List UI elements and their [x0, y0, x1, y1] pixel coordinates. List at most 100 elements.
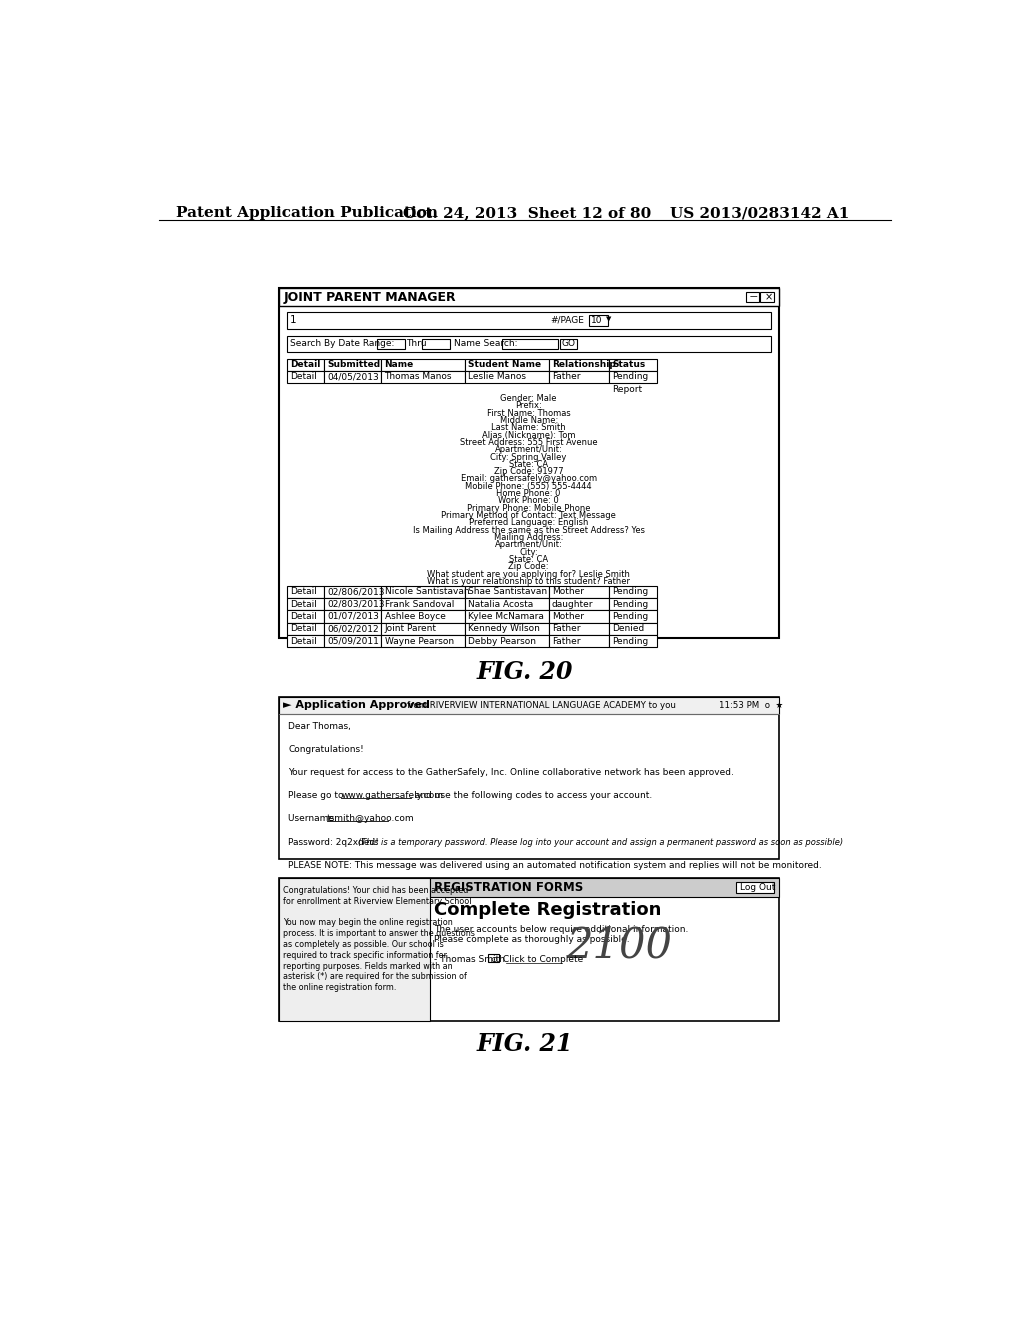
Text: Pending: Pending: [612, 599, 648, 609]
Text: Mobile Phone: (555) 555-4444: Mobile Phone: (555) 555-4444: [465, 482, 592, 491]
Text: Father: Father: [552, 624, 581, 634]
Text: Apartment/Unit:: Apartment/Unit:: [495, 445, 562, 454]
Bar: [736, 882, 773, 892]
Bar: [324, 586, 381, 598]
Bar: [465, 371, 549, 383]
Text: Street Address: 555 First Avenue: Street Address: 555 First Avenue: [460, 438, 597, 447]
Bar: [280, 878, 430, 1020]
Text: Name Search:: Name Search:: [454, 339, 517, 347]
Text: Pending: Pending: [612, 372, 648, 381]
Text: Detail: Detail: [290, 636, 316, 645]
Bar: [377, 339, 404, 350]
Text: Complete Registration: Complete Registration: [434, 902, 662, 920]
Text: ×: ×: [764, 293, 772, 302]
Bar: [287, 313, 771, 330]
Text: Mother: Mother: [552, 587, 584, 597]
Text: Home Phone: 0: Home Phone: 0: [497, 490, 561, 498]
Bar: [381, 359, 465, 371]
Text: FIG. 21: FIG. 21: [476, 1032, 573, 1056]
Text: Is Mailing Address the same as the Street Address? Yes: Is Mailing Address the same as the Stree…: [413, 525, 645, 535]
Text: Mother: Mother: [552, 612, 584, 620]
Text: Detail: Detail: [290, 612, 316, 620]
Bar: [746, 292, 759, 302]
Text: 02/803/2013: 02/803/2013: [328, 599, 385, 609]
Text: the online registration form.: the online registration form.: [283, 983, 396, 993]
Text: Click to Complete: Click to Complete: [500, 956, 584, 965]
Text: Nicole Santistavan: Nicole Santistavan: [385, 587, 469, 597]
Text: Please go to: Please go to: [289, 792, 347, 800]
Bar: [287, 610, 324, 623]
Text: 11:53 PM  o  ★: 11:53 PM o ★: [719, 701, 782, 710]
Text: Detail: Detail: [290, 587, 316, 597]
Text: Shae Santistavan: Shae Santistavan: [468, 587, 548, 597]
Bar: [465, 635, 549, 647]
Text: PLEASE NOTE: This message was delivered using an automated notification system a: PLEASE NOTE: This message was delivered …: [289, 861, 822, 870]
Bar: [465, 623, 549, 635]
Text: 2100: 2100: [566, 924, 672, 966]
Bar: [609, 598, 657, 610]
Text: City: Spring Valley: City: Spring Valley: [490, 453, 567, 462]
Text: Status: Status: [612, 360, 645, 370]
Bar: [422, 339, 450, 350]
Bar: [465, 598, 549, 610]
Bar: [280, 878, 779, 1020]
Text: Patent Application Publication: Patent Application Publication: [176, 206, 438, 220]
Text: Zip Code:: Zip Code:: [509, 562, 549, 572]
Bar: [287, 359, 324, 371]
Text: Work Phone: 0: Work Phone: 0: [499, 496, 559, 506]
Text: Kylee McNamara: Kylee McNamara: [468, 612, 544, 620]
Text: Natalia Acosta: Natalia Acosta: [468, 599, 534, 609]
Bar: [280, 288, 779, 638]
Bar: [609, 610, 657, 623]
Text: What student are you applying for? Leslie Smith: What student are you applying for? Lesli…: [427, 570, 630, 578]
Text: You now may begin the online registration: You now may begin the online registratio…: [283, 919, 453, 928]
Bar: [287, 623, 324, 635]
Bar: [549, 610, 609, 623]
Text: from RIVERVIEW INTERNATIONAL LANGUAGE ACADEMY to you: from RIVERVIEW INTERNATIONAL LANGUAGE AC…: [407, 701, 676, 710]
Bar: [465, 610, 549, 623]
Bar: [549, 371, 609, 383]
Text: Kennedy Wilson: Kennedy Wilson: [468, 624, 540, 634]
Text: 04/05/2013: 04/05/2013: [328, 372, 379, 381]
Text: Dear Thomas,: Dear Thomas,: [289, 722, 351, 731]
Text: ▼: ▼: [606, 317, 611, 322]
Text: required to track specific information for: required to track specific information f…: [283, 950, 447, 960]
Bar: [287, 371, 324, 383]
Text: Father: Father: [552, 372, 581, 381]
Text: Middle Name:: Middle Name:: [500, 416, 558, 425]
Bar: [549, 623, 609, 635]
Text: Denied: Denied: [612, 624, 645, 634]
Text: Log Out: Log Out: [740, 883, 775, 892]
Text: ► Application Approved: ► Application Approved: [283, 701, 430, 710]
Bar: [609, 359, 657, 371]
Text: 06/02/2012: 06/02/2012: [328, 624, 379, 634]
Bar: [549, 635, 609, 647]
Text: US 2013/0283142 A1: US 2013/0283142 A1: [671, 206, 850, 220]
Text: JOINT PARENT MANAGER: JOINT PARENT MANAGER: [284, 290, 457, 304]
Text: daughter: daughter: [552, 599, 594, 609]
Bar: [287, 598, 324, 610]
Text: Alias (Nickname): Tom: Alias (Nickname): Tom: [482, 430, 575, 440]
Text: Primary Method of Contact: Text Message: Primary Method of Contact: Text Message: [441, 511, 616, 520]
Text: Mailing Address:: Mailing Address:: [494, 533, 563, 543]
Text: and use the following codes to access your account.: and use the following codes to access yo…: [413, 792, 652, 800]
Bar: [324, 635, 381, 647]
Bar: [287, 635, 324, 647]
Bar: [381, 635, 465, 647]
Text: Pending: Pending: [612, 612, 648, 620]
Bar: [488, 954, 500, 962]
Text: REGISTRATION FORMS: REGISTRATION FORMS: [434, 882, 584, 895]
Text: Please complete as thoroughly as possible.: Please complete as thoroughly as possibl…: [434, 935, 630, 944]
Text: Last Name: Smith: Last Name: Smith: [492, 424, 566, 432]
Text: Search By Date Range:: Search By Date Range:: [290, 339, 394, 347]
Text: Thru: Thru: [407, 339, 427, 347]
Text: Oct. 24, 2013  Sheet 12 of 80: Oct. 24, 2013 Sheet 12 of 80: [403, 206, 651, 220]
Text: Pending: Pending: [612, 587, 648, 597]
Text: Primary Phone: Mobile Phone: Primary Phone: Mobile Phone: [467, 504, 591, 512]
Text: Prefix:: Prefix:: [515, 401, 542, 411]
Text: Username:: Username:: [289, 814, 340, 824]
Bar: [609, 635, 657, 647]
Text: State: CA: State: CA: [509, 459, 548, 469]
Text: 10: 10: [591, 317, 602, 325]
Text: (This is a temporary password. Please log into your account and assign a permane: (This is a temporary password. Please lo…: [358, 837, 844, 846]
